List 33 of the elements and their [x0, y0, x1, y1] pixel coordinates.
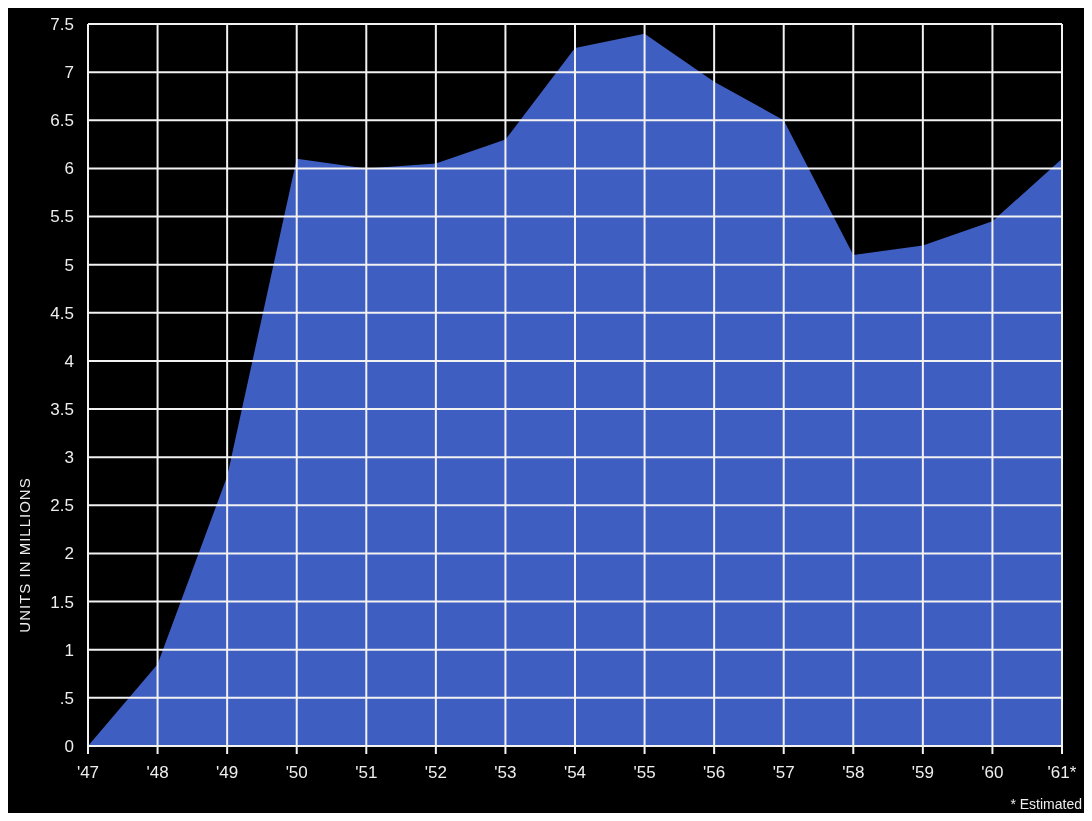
- y-tick-label: 5.5: [50, 207, 74, 227]
- x-tick-label: '56: [703, 763, 726, 782]
- text: * Estimated: [1010, 796, 1082, 812]
- y-tick-label: 7.5: [50, 14, 74, 34]
- y-tick-label: 1: [64, 640, 74, 660]
- y-tick-label: 1.5: [50, 592, 74, 612]
- y-tick-label: 6: [64, 159, 74, 179]
- x-tick-label: '47: [76, 763, 100, 782]
- y-tick-label: 2.5: [50, 496, 74, 516]
- x-tick-label: '49: [216, 763, 239, 782]
- y-tick-label: 3.5: [50, 400, 74, 420]
- x-tick-label: '53: [494, 763, 517, 782]
- y-tick-label: 7: [64, 63, 74, 83]
- x-tick-label: '50: [285, 763, 308, 782]
- y-tick-label: 2: [64, 544, 74, 564]
- y-axis-title: UNITS IN MILLIONS: [16, 477, 33, 633]
- y-tick-label: 4: [64, 351, 74, 371]
- x-tick-label: '61*: [1047, 763, 1077, 782]
- y-tick-label: .5: [59, 688, 74, 708]
- x-tick-label: '54: [563, 763, 587, 782]
- y-tick-label: 3: [64, 448, 74, 468]
- y-tick-label: 6.5: [50, 111, 74, 131]
- x-tick-label: '48: [146, 763, 169, 782]
- y-tick-label: 0: [64, 736, 74, 756]
- x-tick-label: '51: [355, 763, 378, 782]
- x-tick-label: '58: [842, 763, 865, 782]
- x-tick-label: '57: [772, 763, 795, 782]
- x-tick-label: '59: [911, 763, 934, 782]
- y-tick-label: 5: [64, 255, 74, 275]
- y-tick-label: 4.5: [50, 303, 74, 323]
- x-tick-label: '60: [981, 763, 1004, 782]
- x-tick-label: '55: [633, 763, 656, 782]
- x-tick-label: '52: [424, 763, 447, 782]
